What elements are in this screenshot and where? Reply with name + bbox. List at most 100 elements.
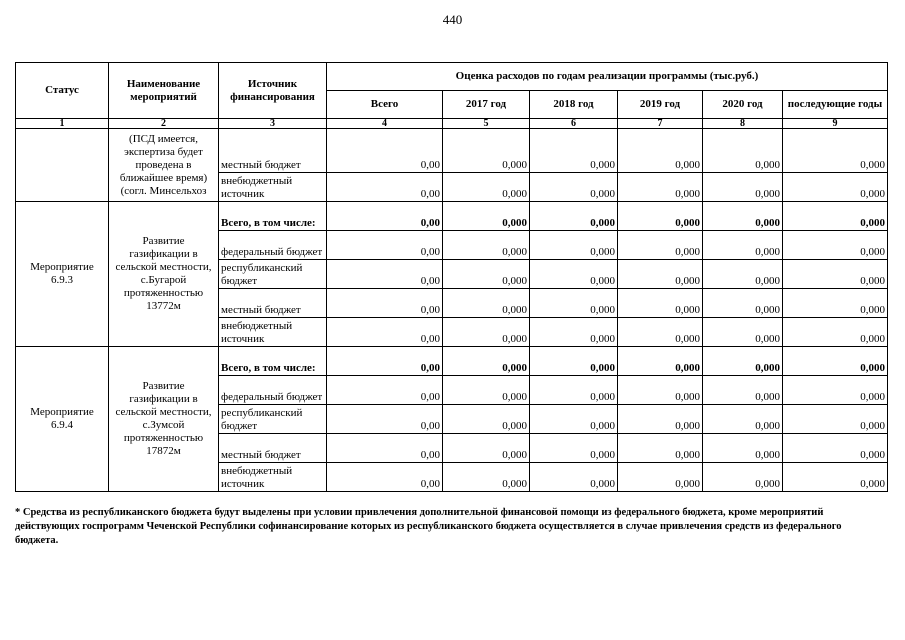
value-cell: 0,000 bbox=[617, 259, 703, 289]
value-cell: 0,000 bbox=[617, 128, 703, 173]
source-cell: федеральный бюджет bbox=[218, 230, 327, 260]
column-number: 8 bbox=[702, 118, 783, 129]
source-cell: внебюджетный источник bbox=[218, 462, 327, 492]
value-cell: 0,000 bbox=[702, 230, 783, 260]
name-cell: Развитие газификации в сельской местност… bbox=[108, 201, 219, 347]
value-cell: 0,00 bbox=[326, 375, 443, 405]
value-cell: 0,00 bbox=[326, 433, 443, 463]
value-cell: 0,000 bbox=[442, 404, 530, 434]
value-cell: 0,000 bbox=[617, 172, 703, 202]
value-cell: 0,000 bbox=[782, 433, 888, 463]
table-row: федеральный бюджет 0,00 0,000 0,000 0,000 0,0… bbox=[16, 230, 888, 260]
status-cell: Мероприятие 6.9.4 bbox=[15, 346, 109, 492]
source-cell: местный бюджет bbox=[218, 433, 327, 463]
header-cell: 2018 год bbox=[529, 90, 618, 119]
table-row: Мероприятие 6.9.4 Развитие газификации в … bbox=[15, 346, 888, 492]
value-cell: 0,000 bbox=[617, 288, 703, 318]
value-cell: 0,000 bbox=[442, 172, 530, 202]
column-number: 6 bbox=[529, 118, 618, 129]
value-cell: 0,000 bbox=[617, 230, 703, 260]
source-cell: внебюджетный источник bbox=[218, 172, 327, 202]
table-row: республиканский бюджет 0,00 0,000 0,000 0,00… bbox=[16, 259, 888, 289]
value-cell: 0,000 bbox=[702, 288, 783, 318]
value-cell: 0,00 bbox=[326, 230, 443, 260]
table-row: внебюджетный источник 0,00 0,000 0,000 0,000… bbox=[16, 462, 888, 492]
value-cell: 0,000 bbox=[442, 128, 530, 173]
column-number: 3 bbox=[218, 118, 327, 129]
value-cell: 0,000 bbox=[782, 230, 888, 260]
value-cell: 0,000 bbox=[702, 462, 783, 492]
value-cell: 0,000 bbox=[442, 230, 530, 260]
name-cell: Развитие газификации в сельской местност… bbox=[108, 346, 219, 492]
column-number: 9 bbox=[782, 118, 888, 129]
value-cell: 0,00 bbox=[326, 317, 443, 347]
header-cell: Наименование мероприятий bbox=[108, 62, 219, 119]
header-cell: последующие годы bbox=[782, 90, 888, 119]
value-cell: 0,000 bbox=[782, 172, 888, 202]
table-row: республиканский бюджет 0,00 0,000 0,000 0,00… bbox=[16, 404, 888, 434]
value-cell: 0,000 bbox=[782, 462, 888, 492]
name-cell: (ПСД имеется, экспертиза будет проведена… bbox=[108, 128, 219, 202]
value-cell: 0,000 bbox=[529, 346, 618, 376]
value-cell: 0,000 bbox=[617, 201, 703, 231]
value-cell: 0,000 bbox=[617, 375, 703, 405]
value-cell: 0,00 bbox=[326, 404, 443, 434]
value-cell: 0,000 bbox=[529, 128, 618, 173]
column-number: 2 bbox=[108, 118, 219, 129]
value-cell: 0,000 bbox=[442, 259, 530, 289]
value-cell: 0,000 bbox=[782, 404, 888, 434]
table-row: местный бюджет 0,00 0,000 0,000 0,000 0,000 0,… bbox=[16, 288, 888, 318]
value-cell: 0,00 bbox=[326, 259, 443, 289]
value-cell: 0,000 bbox=[442, 375, 530, 405]
source-cell: Всего, в том числе: bbox=[218, 346, 327, 376]
source-cell: внебюджетный источник bbox=[218, 317, 327, 347]
value-cell: 0,000 bbox=[442, 201, 530, 231]
value-cell: 0,000 bbox=[529, 230, 618, 260]
value-cell: 0,000 bbox=[617, 317, 703, 347]
value-cell: 0,000 bbox=[442, 462, 530, 492]
value-cell: 0,00 bbox=[326, 288, 443, 318]
value-cell: 0,000 bbox=[617, 346, 703, 376]
source-cell: республиканский бюджет bbox=[218, 404, 327, 434]
header-row: Статус Наименование мероприятий Источник ф… bbox=[15, 62, 888, 119]
value-cell: 0,000 bbox=[617, 404, 703, 434]
header-cell: Всего bbox=[326, 90, 443, 119]
value-cell: 0,000 bbox=[529, 375, 618, 405]
footnote: * Средства из республиканского бюджета б… bbox=[15, 507, 842, 546]
value-cell: 0,000 bbox=[782, 128, 888, 173]
value-cell: 0,000 bbox=[782, 259, 888, 289]
value-cell: 0,000 bbox=[529, 317, 618, 347]
budget-table: Статус Наименование мероприятий Источник ф… bbox=[15, 62, 888, 492]
value-cell: 0,000 bbox=[442, 317, 530, 347]
value-cell: 0,00 bbox=[326, 201, 443, 231]
value-cell: 0,000 bbox=[702, 128, 783, 173]
value-cell: 0,000 bbox=[529, 433, 618, 463]
value-cell: 0,000 bbox=[782, 317, 888, 347]
value-cell: 0,000 bbox=[529, 201, 618, 231]
value-cell: 0,000 bbox=[529, 288, 618, 318]
value-cell: 0,000 bbox=[529, 462, 618, 492]
value-cell: 0,000 bbox=[529, 259, 618, 289]
header-cell: Статус bbox=[15, 62, 109, 119]
value-cell: 0,000 bbox=[782, 375, 888, 405]
value-cell: 0,000 bbox=[782, 288, 888, 318]
column-number: 4 bbox=[326, 118, 443, 129]
value-cell: 0,00 bbox=[326, 172, 443, 202]
value-cell: 0,000 bbox=[529, 404, 618, 434]
value-cell: 0,000 bbox=[442, 433, 530, 463]
value-cell: 0,000 bbox=[442, 288, 530, 318]
value-cell: 0,000 bbox=[782, 346, 888, 376]
source-cell: федеральный бюджет bbox=[218, 375, 327, 405]
source-cell: Всего, в том числе: bbox=[218, 201, 327, 231]
column-number: 1 bbox=[15, 118, 109, 129]
value-cell: 0,00 bbox=[326, 346, 443, 376]
value-cell: 0,000 bbox=[702, 172, 783, 202]
value-cell: 0,000 bbox=[702, 201, 783, 231]
value-cell: 0,00 bbox=[326, 462, 443, 492]
header-cell: 2020 год bbox=[702, 90, 783, 119]
header-cell: 2019 год bbox=[617, 90, 703, 119]
header-cell: 2017 год bbox=[442, 90, 530, 119]
value-cell: 0,000 bbox=[702, 317, 783, 347]
